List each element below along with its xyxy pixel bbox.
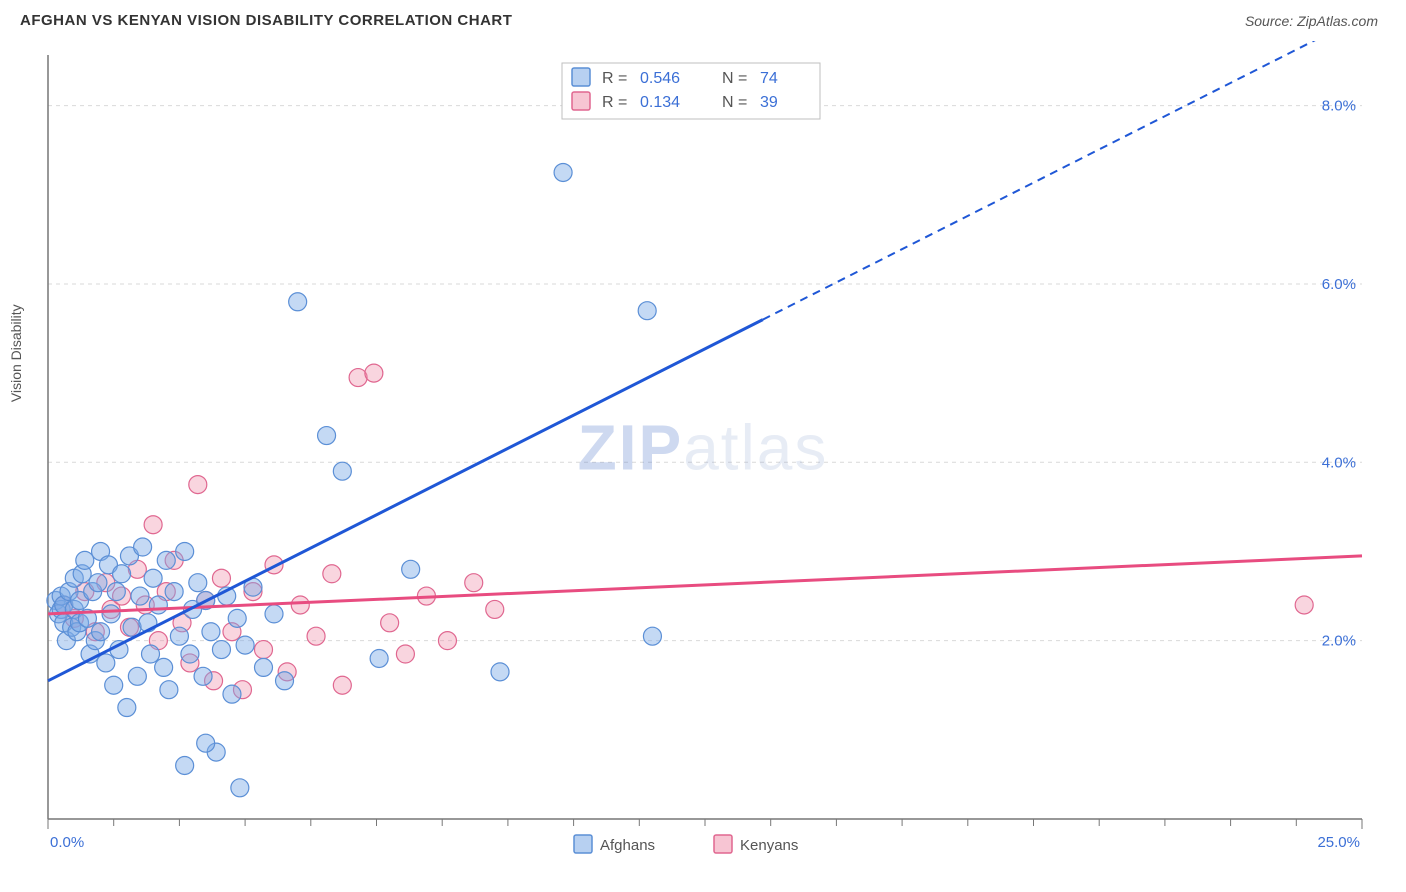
scatter-point [105, 676, 123, 694]
chart-title: AFGHAN VS KENYAN VISION DISABILITY CORRE… [20, 12, 512, 29]
scatter-point [141, 645, 159, 663]
trendline-afghans [48, 320, 763, 681]
svg-text:R =: R = [602, 70, 627, 87]
scatter-point [181, 645, 199, 663]
scatter-point [333, 676, 351, 694]
scatter-point [254, 641, 272, 659]
scatter-point [291, 596, 309, 614]
scatter-point [89, 574, 107, 592]
scatter-point [638, 302, 656, 320]
scatter-point [212, 569, 230, 587]
scatter-point [365, 364, 383, 382]
svg-text:N =: N = [722, 94, 747, 111]
scatter-point [149, 596, 167, 614]
scatter-point [134, 538, 152, 556]
scatter-chart: 2.0% 4.0% 6.0% 8.0% 0.0% 25.0% R = 0.546 N = 74 R … [14, 41, 1374, 861]
scatter-point [402, 560, 420, 578]
scatter-point [1295, 596, 1313, 614]
scatter-point [349, 369, 367, 387]
scatter-point [189, 476, 207, 494]
svg-text:0.134: 0.134 [640, 94, 680, 111]
scatter-point [333, 462, 351, 480]
scatter-point [197, 734, 215, 752]
chart-container: Vision Disability ZIPatlas 2.0%4.0%6.0%8… [14, 41, 1392, 861]
svg-text:2.0%: 2.0% [1322, 633, 1356, 650]
scatter-point [131, 587, 149, 605]
scatter-point [176, 542, 194, 560]
scatter-point [438, 632, 456, 650]
scatter-point [176, 756, 194, 774]
scatter-point [202, 623, 220, 641]
scatter-point [144, 569, 162, 587]
scatter-point [381, 614, 399, 632]
scatter-point [228, 609, 246, 627]
legend-swatch [714, 835, 732, 853]
scatter-point [76, 551, 94, 569]
svg-text:4.0%: 4.0% [1322, 454, 1356, 471]
scatter-point [128, 667, 146, 685]
scatter-point [289, 293, 307, 311]
legend-box [562, 63, 820, 119]
svg-text:N =: N = [722, 70, 747, 87]
scatter-point [254, 658, 272, 676]
scatter-point [107, 583, 125, 601]
scatter-point [92, 623, 110, 641]
trendline-afghans-extrapolated [763, 41, 1362, 320]
scatter-point [212, 641, 230, 659]
scatter-point [643, 627, 661, 645]
scatter-point [307, 627, 325, 645]
scatter-point [265, 605, 283, 623]
scatter-point [189, 574, 207, 592]
legend-swatch [572, 92, 590, 110]
svg-text:0.0%: 0.0% [50, 834, 84, 851]
scatter-point [396, 645, 414, 663]
scatter-point [165, 583, 183, 601]
scatter-point [194, 667, 212, 685]
scatter-point [155, 658, 173, 676]
legend-label: Kenyans [740, 837, 798, 854]
scatter-point [323, 565, 341, 583]
svg-text:25.0%: 25.0% [1317, 834, 1360, 851]
scatter-point [157, 551, 175, 569]
scatter-point [370, 649, 388, 667]
scatter-point [170, 627, 188, 645]
scatter-point [491, 663, 509, 681]
legend-label: Afghans [600, 837, 655, 854]
svg-text:74: 74 [760, 70, 778, 87]
scatter-point [486, 600, 504, 618]
legend-swatch [574, 835, 592, 853]
scatter-point [554, 163, 572, 181]
scatter-point [97, 654, 115, 672]
scatter-point [160, 681, 178, 699]
svg-text:R =: R = [602, 94, 627, 111]
scatter-point [231, 779, 249, 797]
scatter-point [318, 427, 336, 445]
scatter-point [113, 565, 131, 583]
svg-text:8.0%: 8.0% [1322, 98, 1356, 115]
scatter-point [223, 685, 241, 703]
scatter-point [144, 516, 162, 534]
legend-swatch [572, 68, 590, 86]
scatter-point [102, 605, 120, 623]
scatter-point [118, 699, 136, 717]
scatter-point [465, 574, 483, 592]
svg-text:0.546: 0.546 [640, 70, 680, 87]
scatter-point [276, 672, 294, 690]
chart-source: Source: ZipAtlas.com [1245, 13, 1378, 29]
y-axis-label: Vision Disability [8, 304, 24, 402]
svg-text:39: 39 [760, 94, 778, 111]
scatter-point [236, 636, 254, 654]
svg-text:6.0%: 6.0% [1322, 276, 1356, 293]
